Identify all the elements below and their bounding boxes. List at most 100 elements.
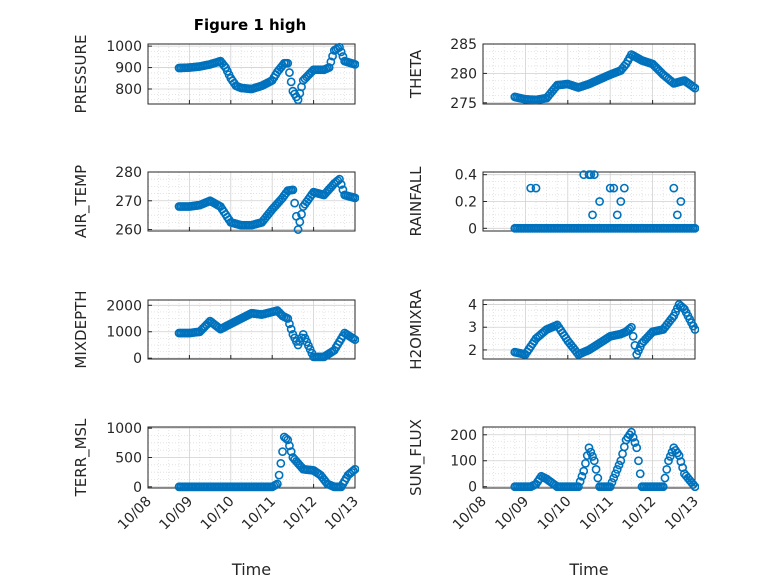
axes-frame xyxy=(147,43,356,105)
axes-frame xyxy=(147,299,356,360)
data-point xyxy=(593,473,603,483)
data-point xyxy=(690,83,699,93)
data-point xyxy=(627,427,636,437)
data-point xyxy=(281,434,291,443)
data-point xyxy=(669,183,679,193)
data-point xyxy=(336,47,346,57)
y-tick-label: 0 xyxy=(133,351,142,367)
x-tick-label: 10/13 xyxy=(322,494,362,534)
data-point xyxy=(665,452,675,461)
data-point xyxy=(286,324,296,334)
y-tick-label: 3 xyxy=(468,320,477,336)
series-markers xyxy=(174,432,359,492)
data-point xyxy=(336,180,346,189)
data-point xyxy=(290,198,300,208)
subplot-h2omixra: 2 3 4 H2OMIXRA xyxy=(407,289,699,370)
data-point xyxy=(634,456,643,466)
data-point xyxy=(605,183,615,193)
data-point xyxy=(588,210,597,220)
data-point xyxy=(350,464,359,474)
data-point xyxy=(350,59,359,69)
data-point xyxy=(660,473,670,483)
x-tick-label: 10/09 xyxy=(156,494,196,534)
y-tick-label: 0 xyxy=(468,480,477,496)
series-markers xyxy=(510,427,699,492)
data-point xyxy=(575,477,585,486)
y-tick-label: 900 xyxy=(115,61,142,77)
data-point xyxy=(272,479,282,489)
y-tick-label: 1000 xyxy=(106,325,142,341)
data-point xyxy=(595,197,604,206)
x-tick-label: 10/13 xyxy=(662,494,702,534)
data-point xyxy=(612,464,622,474)
y-tick-label: 0.4 xyxy=(455,168,477,184)
data-point xyxy=(283,435,293,445)
y-tick-label: 0 xyxy=(133,480,142,496)
data-point xyxy=(285,68,294,77)
y-tick-label: 280 xyxy=(115,165,142,181)
y-tick-label: 800 xyxy=(115,82,142,98)
figure-title: Figure 1 high xyxy=(194,16,307,34)
y-axis-label: H2OMIXRA xyxy=(407,289,425,370)
data-point xyxy=(285,319,294,329)
data-point xyxy=(635,469,645,479)
data-point xyxy=(619,183,629,193)
data-point xyxy=(672,210,682,220)
data-point xyxy=(632,443,642,453)
subplot-sun_flux: 0 100 200 10/08 10/09 10/10 10/11 10/12 10/13 SUN… xyxy=(407,419,702,579)
data-point xyxy=(286,447,296,457)
x-tick-label: 10/11 xyxy=(577,494,617,534)
y-tick-label: 2000 xyxy=(106,298,142,314)
data-point xyxy=(577,471,587,481)
data-point xyxy=(285,441,294,451)
data-point xyxy=(295,217,305,227)
data-point xyxy=(283,314,293,323)
y-tick-label: 100 xyxy=(450,454,477,470)
subplot-pressure: 800 900 1000 PRESSURE xyxy=(72,35,359,114)
data-point xyxy=(283,58,293,68)
y-axis-label: MIXDEPTH xyxy=(72,290,90,368)
data-point xyxy=(297,209,306,219)
y-tick-label: 2 xyxy=(468,343,477,359)
data-point xyxy=(350,193,359,203)
subplot-rainfall: 0 0.2 0.4 RAINFALL xyxy=(407,166,699,237)
y-tick-label: 0.2 xyxy=(455,195,477,211)
data-point xyxy=(293,225,303,234)
y-tick-label: 1000 xyxy=(106,421,142,437)
y-axis-label: RAINFALL xyxy=(407,166,425,237)
y-tick-label: 200 xyxy=(450,428,477,444)
subplot-terr_msl: 0 500 1000 10/08 10/09 10/10 10/11 10/12 10/13 TE… xyxy=(72,418,362,579)
data-point xyxy=(628,331,638,341)
y-tick-label: 270 xyxy=(115,194,142,210)
data-point xyxy=(625,324,635,334)
subplot-air_temp: 260 270 280 AIR_TEMP xyxy=(72,165,359,239)
data-point xyxy=(324,63,334,72)
data-point xyxy=(350,335,359,345)
data-point xyxy=(584,443,594,453)
y-tick-label: 4 xyxy=(468,298,477,314)
series-markers xyxy=(510,300,699,359)
x-tick-label: 10/11 xyxy=(239,494,279,534)
data-point xyxy=(278,447,287,457)
data-point xyxy=(630,438,640,447)
y-axis-label: TERR_MSL xyxy=(72,418,91,497)
data-point xyxy=(581,458,590,468)
y-axis-label: PRESSURE xyxy=(72,35,90,114)
data-point xyxy=(664,456,673,466)
data-point xyxy=(288,185,298,195)
data-point xyxy=(531,183,541,193)
data-point xyxy=(690,325,699,334)
series-markers xyxy=(510,170,699,233)
data-point xyxy=(335,42,344,52)
y-tick-label: 1000 xyxy=(106,39,142,55)
series-markers xyxy=(174,174,359,234)
data-point xyxy=(586,170,596,180)
data-point xyxy=(676,197,686,206)
subplot-mixdepth: 0 1000 2000 MIXDEPTH xyxy=(72,290,359,369)
data-point xyxy=(286,77,296,87)
data-point xyxy=(616,197,626,206)
data-point xyxy=(627,322,636,332)
data-point xyxy=(609,183,619,193)
